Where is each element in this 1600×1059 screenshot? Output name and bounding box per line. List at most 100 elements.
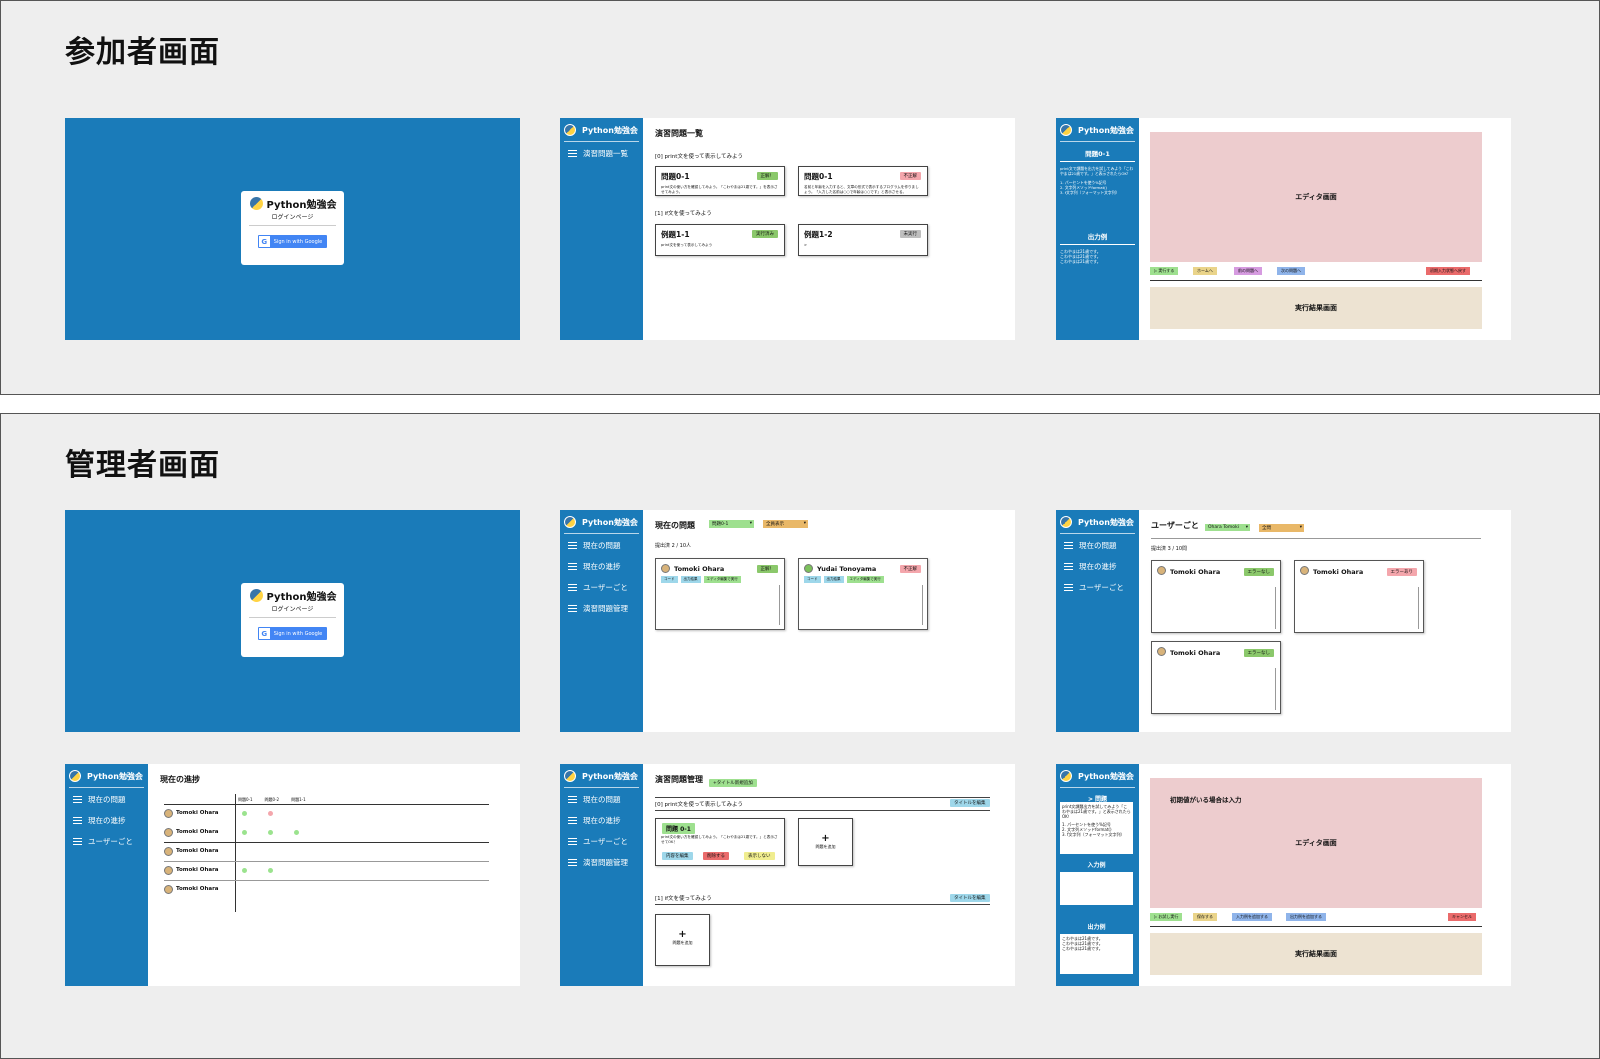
sidebar-item-progress[interactable]: 現在の進捗 bbox=[73, 815, 144, 826]
status-dot bbox=[242, 811, 247, 816]
sidebar-item-progress[interactable]: 現在の進捗 bbox=[1064, 561, 1135, 572]
sidebar-brand: Python勉強会 bbox=[1060, 770, 1135, 788]
scrollbar[interactable] bbox=[1275, 587, 1276, 629]
python-logo-icon bbox=[1060, 516, 1072, 528]
menu-icon bbox=[568, 859, 577, 866]
filter-select[interactable]: 全問 bbox=[1259, 524, 1304, 532]
reset-button[interactable]: 初期入力状態へ戻す bbox=[1426, 267, 1470, 275]
status-dot bbox=[242, 868, 247, 873]
tab-run[interactable]: エディタ編集で実行 bbox=[703, 576, 741, 583]
menu-icon bbox=[568, 150, 577, 157]
add-title-button[interactable]: +タイトル新規追加 bbox=[709, 779, 757, 787]
sidebar-brand: Python勉強会 bbox=[564, 124, 639, 142]
problem-card[interactable]: 例題1-1 実行済み print文を使って表示してみよう bbox=[655, 224, 785, 256]
menu-icon bbox=[568, 605, 577, 612]
cancel-button[interactable]: キャンセル bbox=[1448, 913, 1476, 921]
problem-text-input[interactable]: print文課題出力を試してみよう「こわやまは21歳です。」と表示されたらOK！… bbox=[1060, 802, 1133, 854]
delete-button[interactable]: 削除する bbox=[703, 852, 729, 860]
sidebar: Python勉強会 現在の問題 現在の進捗 ユーザーごと 演習問題管理 bbox=[560, 510, 643, 732]
code-editor[interactable]: 初期値がいる場合は入力 エディタ画面 bbox=[1150, 778, 1482, 908]
scrollbar[interactable] bbox=[1275, 668, 1276, 710]
menu-icon bbox=[73, 838, 82, 845]
participant-section: 参加者画面 Python勉強会 ログインページ G Sign in with Go… bbox=[0, 0, 1600, 395]
menu-icon bbox=[1064, 563, 1073, 570]
sidebar-item-users[interactable]: ユーザーごと bbox=[568, 582, 639, 593]
filter-select[interactable]: 全員表示 bbox=[763, 520, 808, 528]
submission-card[interactable]: Tomoki Ohara エラーなし bbox=[1151, 560, 1281, 633]
status-dot bbox=[268, 811, 273, 816]
status-dot bbox=[294, 830, 299, 835]
tab-code[interactable]: コード bbox=[661, 576, 678, 583]
trial-run-button[interactable]: ▷ お試し実行 bbox=[1150, 913, 1183, 921]
col-header: 問題0-1 bbox=[238, 797, 253, 802]
sidebar-item-users[interactable]: ユーザーごと bbox=[73, 836, 144, 847]
hint-list: 1. パーセントを使う%記号 2. 文字列メソッドformat() 3. f文字… bbox=[1060, 180, 1120, 195]
divider bbox=[1150, 926, 1482, 927]
submission-card[interactable]: Tomoki Ohara 正解！ コード 出力結果 エディタ編集で実行 bbox=[655, 558, 785, 630]
menu-icon bbox=[568, 563, 577, 570]
tab-output[interactable]: 出力結果 bbox=[823, 576, 844, 583]
problem-card[interactable]: 問題0-1 正解！ print文の使い方を確認してみよう。「こわやまは21歳です… bbox=[655, 166, 785, 196]
add-input-button[interactable]: 入力例を追加する bbox=[1232, 913, 1272, 921]
tab-output[interactable]: 出力結果 bbox=[680, 576, 701, 583]
menu-icon bbox=[568, 817, 577, 824]
result-panel: 実行結果画面 bbox=[1150, 287, 1482, 329]
user-name: Tomoki Ohara bbox=[1170, 649, 1221, 657]
hide-button[interactable]: 表示しない bbox=[744, 852, 775, 860]
status-badge: エラーあり bbox=[1386, 568, 1417, 576]
submission-card[interactable]: Tomoki Ohara エラーあり bbox=[1294, 560, 1424, 633]
code-editor[interactable]: エディタ画面 bbox=[1150, 132, 1482, 262]
sidebar-item-current[interactable]: 現在の問題 bbox=[1064, 540, 1135, 551]
plus-icon: + bbox=[821, 833, 830, 844]
submission-card[interactable]: Tomoki Ohara エラーなし bbox=[1151, 641, 1281, 714]
sidebar-item-manage[interactable]: 演習問題管理 bbox=[568, 857, 639, 868]
prev-problem-button[interactable]: 前の問題へ bbox=[1234, 267, 1262, 275]
submission-card[interactable]: Yudai Tonoyama 不正解 コード 出力結果 エディタ編集で実行 bbox=[798, 558, 928, 630]
scrollbar[interactable] bbox=[922, 585, 923, 625]
add-problem-card[interactable]: + 問題を追加 bbox=[798, 818, 853, 866]
run-button[interactable]: ▷ 実行する bbox=[1150, 267, 1179, 275]
status-badge: 実行済み bbox=[752, 230, 778, 238]
group-heading: [0] print文を使って表示してみよう bbox=[655, 797, 990, 811]
problem-select[interactable]: 問題0-1 bbox=[709, 520, 754, 528]
admin-section: 管理者画面 Python勉強会 ログインページ G Sign in with Go… bbox=[0, 413, 1600, 1059]
add-problem-card[interactable]: + 問題を追加 bbox=[655, 914, 710, 966]
scrollbar[interactable] bbox=[779, 585, 780, 625]
tab-run[interactable]: エディタ編集で実行 bbox=[846, 576, 884, 583]
problem-card[interactable]: 問題0-1 不正解 名前と年齢を入力すると、文章の形式で表示するプログラムを作り… bbox=[798, 166, 928, 196]
sidebar-item-progress[interactable]: 現在の進捗 bbox=[568, 815, 639, 826]
sidebar-item-current[interactable]: 現在の問題 bbox=[568, 540, 639, 551]
save-button[interactable]: 保存する bbox=[1193, 913, 1217, 921]
sidebar-item-manage[interactable]: 演習問題管理 bbox=[568, 603, 639, 614]
scrollbar[interactable] bbox=[1418, 587, 1419, 629]
output-example-field[interactable]: こわやまは21歳です。 こわやまは21歳です。 こわやまは21歳です。 bbox=[1060, 934, 1133, 974]
python-logo-icon bbox=[564, 124, 576, 136]
input-example-field[interactable] bbox=[1060, 872, 1133, 905]
sidebar-item-current[interactable]: 現在の問題 bbox=[73, 794, 144, 805]
edit-title-button[interactable]: タイトルを編集 bbox=[950, 894, 990, 902]
sidebar: Python勉強会 現在の問題 現在の進捗 ユーザーごと bbox=[1056, 510, 1139, 732]
sidebar-item-users[interactable]: ユーザーごと bbox=[1064, 582, 1135, 593]
home-button[interactable]: ホームへ bbox=[1193, 267, 1217, 275]
sidebar-item-current[interactable]: 現在の問題 bbox=[568, 794, 639, 805]
sidebar-item-progress[interactable]: 現在の進捗 bbox=[568, 561, 639, 572]
python-logo-icon bbox=[564, 516, 576, 528]
divider bbox=[1151, 538, 1481, 539]
sidebar-item-problem-list[interactable]: 演習問題一覧 bbox=[568, 148, 639, 159]
edit-content-button[interactable]: 内容を編集 bbox=[662, 852, 693, 860]
google-signin-button[interactable]: G Sign in with Google bbox=[257, 235, 328, 248]
admin-current-screen: Python勉強会 現在の問題 現在の進捗 ユーザーごと 演習問題管理 現在の問… bbox=[560, 510, 1015, 732]
login-subtitle: ログインページ bbox=[249, 212, 336, 226]
problem-card[interactable]: 例題1-2 未実行 > bbox=[798, 224, 928, 256]
tab-code[interactable]: コード bbox=[804, 576, 821, 583]
sidebar: Python勉強会 問題0-1 print文で課題を出力を試してみよう「こわやま… bbox=[1056, 118, 1139, 340]
sidebar-item-users[interactable]: ユーザーごと bbox=[568, 836, 639, 847]
user-select[interactable]: Ohara Tomoki bbox=[1205, 524, 1250, 531]
next-problem-button[interactable]: 次の問題へ bbox=[1277, 267, 1305, 275]
menu-icon bbox=[568, 584, 577, 591]
user-name: Tomoki Ohara bbox=[1313, 568, 1364, 576]
add-output-button[interactable]: 出力例を追加する bbox=[1286, 913, 1326, 921]
edit-title-button[interactable]: タイトルを編集 bbox=[950, 799, 990, 807]
problem-card[interactable]: 問題 0-1 print文の使い方を確認してみよう。「こわやまは21歳です。」と… bbox=[655, 818, 785, 866]
google-signin-button[interactable]: G Sign in with Google bbox=[257, 627, 328, 640]
